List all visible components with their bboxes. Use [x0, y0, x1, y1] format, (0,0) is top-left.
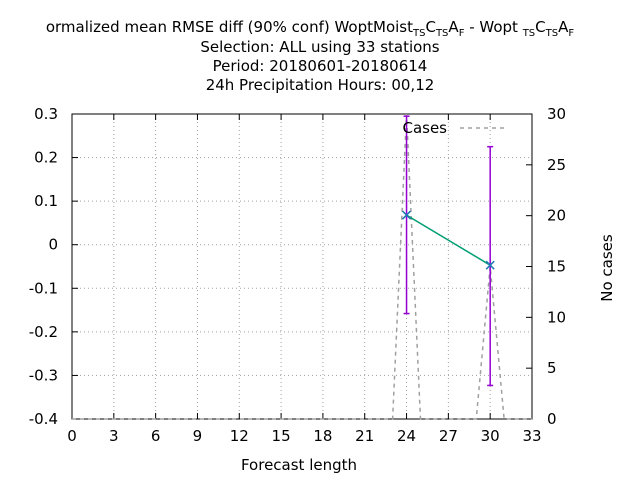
x-tick-label: 18 [313, 427, 332, 445]
y-tick-label: 0.2 [34, 149, 58, 167]
y2-tick-label: 5 [547, 359, 557, 377]
legend: Cases [402, 119, 506, 137]
title-subscript: TS [545, 28, 559, 39]
legend-label: Cases [402, 119, 447, 137]
x-tick-label: 6 [151, 427, 161, 445]
x-tick-label: 0 [67, 427, 77, 445]
title-letter: A [558, 18, 569, 36]
cases-series [72, 113, 532, 420]
x-tick-label: 24 [397, 427, 416, 445]
x-tick-label: 30 [481, 427, 500, 445]
plot-frame [71, 113, 533, 420]
ticks: 0 3 6 9 12 15 18 21 24 27 30 33 -0.4 -0.3 -0.2 -0.1 0 0.1… [29, 105, 566, 445]
title-separator: - Wopt [464, 18, 523, 36]
y2-tick-label: 15 [547, 258, 566, 276]
title-subscript: TS [413, 28, 426, 39]
y-tick-label: -0.3 [29, 366, 58, 384]
title-letter: A [448, 18, 459, 36]
y-tick-label: 0.1 [34, 192, 58, 210]
x-tick-label: 21 [355, 427, 374, 445]
y2-tick-label: 25 [547, 156, 566, 174]
rmse-diff-series [402, 115, 495, 387]
title-prefix: ormalized mean RMSE diff (90% conf) Wopt… [45, 18, 413, 36]
y2-tick-label: 20 [547, 207, 566, 225]
x-tick-label: 9 [193, 427, 203, 445]
title-subscript: TS [522, 28, 536, 39]
title-letter: C [535, 18, 546, 36]
y-tick-label: -0.1 [29, 279, 58, 297]
chart-title-line-3: Period: 20180601-20180614 [212, 57, 428, 75]
title-exp2-name: TSCTSAF [522, 18, 575, 39]
cases-line [72, 113, 532, 420]
y2-axis-label: No cases [598, 234, 616, 302]
title-subscript: TS [435, 28, 449, 39]
title-exp1-name: TSCTSAF [413, 18, 465, 39]
y-tick-label: 0 [48, 236, 58, 254]
y-tick-label: -0.2 [29, 323, 58, 341]
data-point-marker [402, 210, 412, 220]
y2-tick-label: 0 [547, 410, 557, 428]
title-subscript: F [568, 28, 575, 39]
x-tick-label: 27 [439, 427, 458, 445]
data-point-marker [485, 260, 495, 270]
x-tick-label: 15 [272, 427, 291, 445]
chart-title-line-1: ormalized mean RMSE diff (90% conf) Wopt… [0, 18, 620, 39]
title-letter: C [425, 18, 436, 36]
grid [72, 114, 532, 419]
title-subscript: F [458, 28, 465, 39]
y2-tick-label: 30 [547, 105, 566, 123]
y-tick-label: -0.4 [29, 410, 58, 428]
x-tick-label: 3 [109, 427, 119, 445]
chart-title-line-4: 24h Precipitation Hours: 00,12 [205, 76, 435, 94]
y-tick-label: 0.3 [34, 105, 58, 123]
chart-title-line-2: Selection: ALL using 33 stations [200, 38, 440, 56]
y2-tick-label: 10 [547, 308, 566, 326]
x-axis-label: Forecast length [240, 456, 358, 474]
x-tick-label: 12 [230, 427, 249, 445]
x-tick-label: 33 [522, 427, 541, 445]
rmse-diff-line [406, 214, 491, 266]
